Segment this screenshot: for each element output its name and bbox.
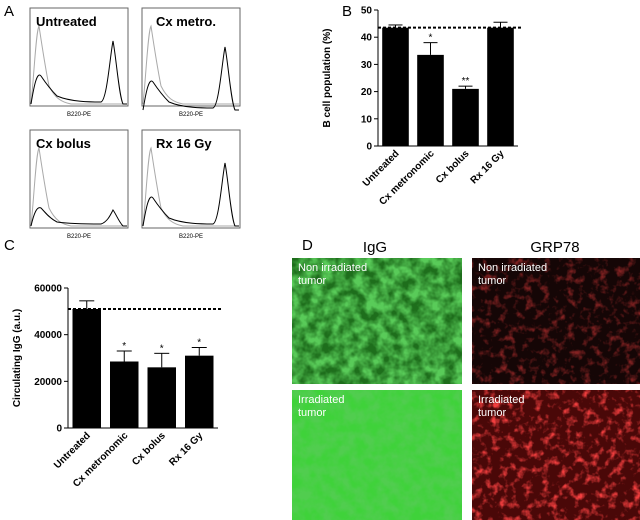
y-axis-label: B cell population (%) — [322, 29, 333, 128]
x-tick-label: Cx bolus — [130, 430, 168, 468]
y-axis-label: Circulating IgG (a.u.) — [12, 309, 23, 407]
y-tick-label: 0 — [56, 424, 62, 435]
significance-mark: * — [197, 338, 201, 349]
image-column-title: GRP78 — [530, 239, 579, 256]
y-tick-label: 20 — [361, 87, 373, 98]
y-tick-label: 50 — [361, 6, 373, 17]
histogram-x-label: B220-PE — [179, 234, 203, 240]
image-label: Irradiated tumor — [298, 394, 345, 419]
histogram-panel — [29, 7, 241, 229]
panel-label: B — [342, 3, 352, 20]
y-tick-label: 0 — [366, 142, 372, 153]
image-label: Non irradiated tumor — [478, 262, 548, 287]
x-tick-label: Rx 16 Gy — [469, 148, 507, 186]
histogram-title: Cx bolus — [36, 136, 91, 151]
histogram-title: Cx metro. — [156, 14, 216, 29]
panel-label: C — [4, 237, 15, 254]
bar — [417, 54, 444, 146]
image-column-title: IgG — [363, 239, 387, 256]
y-tick-label: 30 — [361, 60, 373, 71]
significance-mark: ** — [462, 76, 470, 87]
histogram-title: Untreated — [36, 14, 97, 29]
panel-label: D — [302, 237, 313, 254]
significance-mark: * — [160, 343, 164, 354]
y-tick-label: 10 — [361, 114, 373, 125]
histogram-x-label: B220-PE — [179, 112, 203, 118]
micrographs — [292, 258, 640, 520]
bar — [382, 27, 409, 146]
significance-mark: * — [429, 33, 433, 44]
histogram-x-label: B220-PE — [67, 234, 91, 240]
bar — [487, 27, 514, 146]
bar — [147, 367, 176, 428]
panel-label: A — [4, 3, 14, 20]
histogram-x-label: B220-PE — [67, 112, 91, 118]
x-tick-label: Cx bolus — [434, 148, 472, 186]
histogram-title: Rx 16 Gy — [156, 136, 212, 151]
bar — [452, 88, 479, 146]
y-tick-label: 60000 — [34, 284, 62, 295]
bar — [72, 309, 101, 428]
significance-mark: * — [122, 341, 126, 352]
x-tick-label: Rx 16 Gy — [167, 430, 205, 468]
image-label: Non irradiated tumor — [298, 262, 368, 287]
bar — [185, 355, 214, 428]
bar — [110, 361, 139, 428]
image-label: Irradiated tumor — [478, 394, 525, 419]
y-tick-label: 20000 — [34, 377, 62, 388]
y-tick-label: 40 — [361, 33, 373, 44]
y-tick-label: 40000 — [34, 330, 62, 341]
